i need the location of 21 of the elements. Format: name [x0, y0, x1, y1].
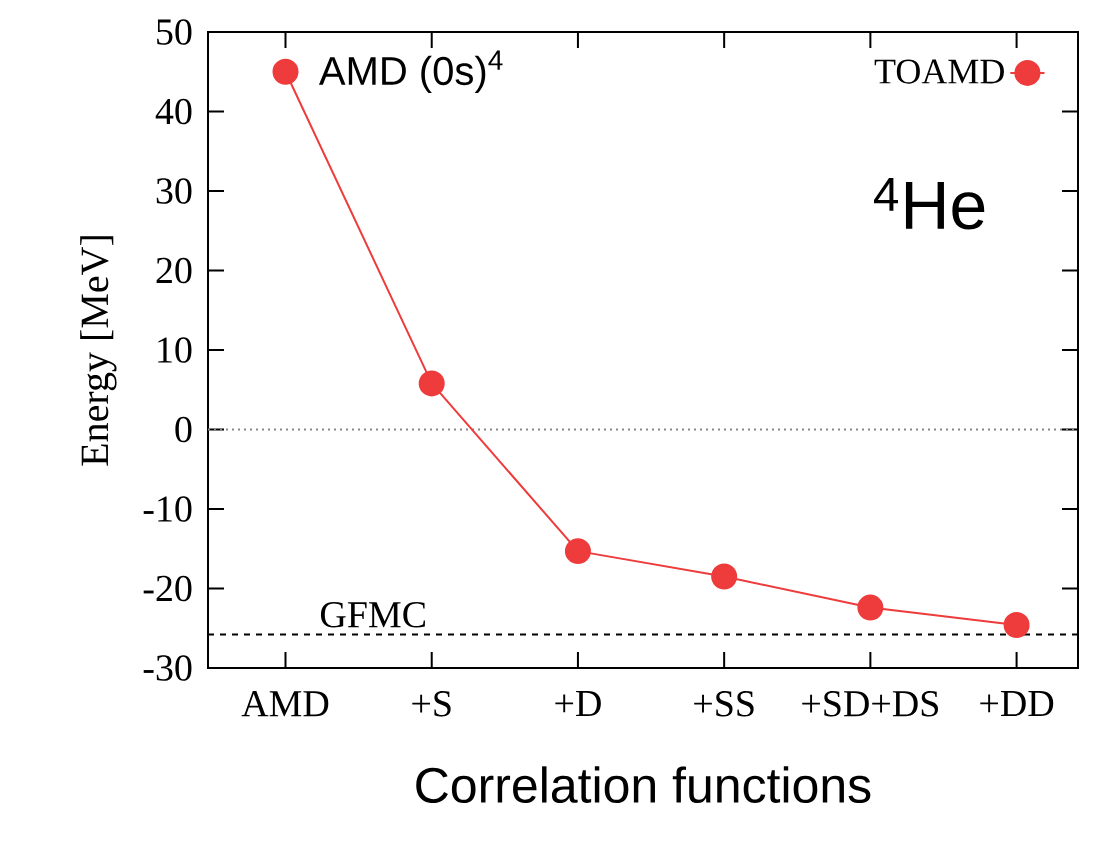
y-axis-title: Energy [MeV]: [80, 236, 117, 466]
x-axis-title: Correlation functions: [416, 766, 871, 804]
x-tick-label: +DD: [980, 691, 1054, 716]
x-tick-label: AMD: [241, 691, 329, 717]
x-tick-label: +SS: [694, 691, 754, 717]
x-tick-label: +SD+DS: [802, 691, 938, 717]
x-tick-label: +D: [555, 691, 601, 716]
y-tick-label: 10: [158, 337, 192, 363]
annotation: $^{4}$He: [874, 177, 985, 230]
y-tick-label: 0: [175, 416, 192, 443]
y-tick-label: 20: [156, 257, 192, 284]
y-tick-label: -20: [143, 575, 192, 602]
y-tick-label: 30: [156, 178, 192, 204]
y-tick-label: 40: [155, 98, 192, 125]
legend-label: TOAMD: [874, 59, 1004, 84]
annotation: AMD (0s)$^{4}$: [318, 50, 503, 94]
y-tick-label: -10: [143, 496, 192, 522]
y-tick-label: 50: [157, 19, 192, 45]
x-tick-label: +S: [412, 691, 451, 717]
ref-line-label: GFMC: [320, 602, 425, 628]
y-tick-label: -30: [143, 655, 192, 681]
